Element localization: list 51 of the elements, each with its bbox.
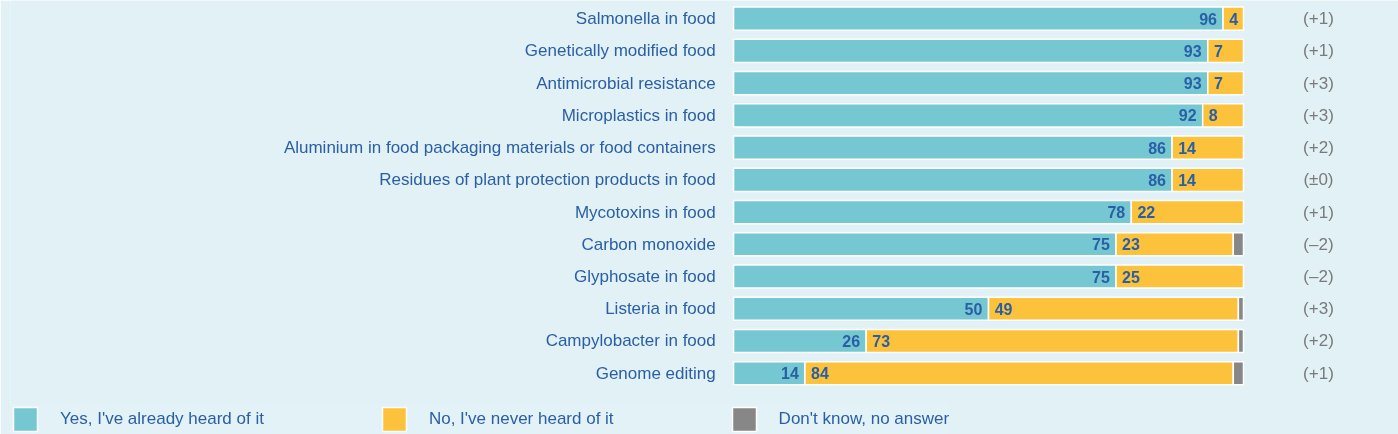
data-label: 86 xyxy=(1148,139,1167,157)
y-tick-label: Listeria in food xyxy=(605,299,716,319)
data-label: 4 xyxy=(1229,10,1239,28)
data-label: 14 xyxy=(1178,139,1197,157)
text: (+1) xyxy=(1303,363,1334,383)
text: (–2) xyxy=(1303,234,1334,254)
data-label: 84 xyxy=(811,365,829,383)
text: (–2) xyxy=(1303,267,1334,287)
data-label: 73 xyxy=(872,332,891,350)
text: (+1) xyxy=(1303,9,1334,29)
data-label: 7 xyxy=(1213,42,1223,60)
data-label: 50 xyxy=(964,300,983,318)
legend-label: Yes, I've already heard of it xyxy=(60,409,264,429)
text: (+3) xyxy=(1303,299,1334,319)
text: (+1) xyxy=(1303,202,1334,222)
text: (+1) xyxy=(1303,41,1334,61)
y-tick-label: Genetically modified food xyxy=(524,41,716,61)
data-label: 22 xyxy=(1137,204,1156,222)
data-label: 49 xyxy=(994,300,1013,318)
y-tick-label: Residues of plant protection products in food xyxy=(379,170,716,190)
data-label: 14 xyxy=(1178,171,1197,189)
text: (+3) xyxy=(1303,73,1334,93)
y-tick-label: Genome editing xyxy=(595,363,716,383)
y-tick-label: Campylobacter in food xyxy=(545,331,716,351)
data-label: 26 xyxy=(842,332,861,350)
text: (+3) xyxy=(1303,105,1334,125)
y-tick-label: Microplastics in food xyxy=(561,105,716,125)
data-label: 93 xyxy=(1183,42,1202,60)
text: (+2) xyxy=(1303,331,1334,351)
data-label: 23 xyxy=(1122,236,1141,254)
y-tick-label: Aluminium in food packaging materials or food containers xyxy=(283,138,716,158)
data-label: 75 xyxy=(1092,268,1110,286)
y-tick-label: Glyphosate in food xyxy=(573,267,716,287)
data-label: 96 xyxy=(1199,10,1218,28)
y-tick-label: Antimicrobial resistance xyxy=(536,73,716,93)
data-label: 7 xyxy=(1213,75,1223,93)
y-tick-label: Salmonella in food xyxy=(575,9,716,29)
legend-label: No, I've never heard of it xyxy=(428,409,614,429)
data-label: 92 xyxy=(1178,107,1197,125)
y-tick-label: Mycotoxins in food xyxy=(574,202,716,222)
data-label: 8 xyxy=(1208,107,1218,125)
data-label: 86 xyxy=(1148,171,1167,189)
data-label: 14 xyxy=(781,365,799,383)
data-label: 25 xyxy=(1122,268,1141,286)
text: (±0) xyxy=(1303,170,1334,190)
text: (+2) xyxy=(1303,138,1334,158)
data-label: 78 xyxy=(1107,204,1126,222)
legend-label: Don't know, no answer xyxy=(778,409,950,429)
data-label: 75 xyxy=(1092,236,1110,254)
y-tick-label: Carbon monoxide xyxy=(581,234,716,254)
data-label: 93 xyxy=(1183,75,1202,93)
